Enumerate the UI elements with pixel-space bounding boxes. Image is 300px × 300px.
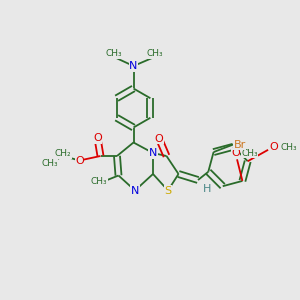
Text: CH₂: CH₂ (55, 149, 71, 158)
Text: O: O (154, 134, 164, 144)
Text: H: H (203, 184, 211, 194)
Text: O: O (93, 133, 102, 143)
Text: Br: Br (234, 140, 246, 150)
Text: N: N (129, 61, 138, 71)
Text: N: N (131, 185, 139, 196)
Text: N: N (149, 148, 157, 158)
Text: CH₃: CH₃ (146, 50, 163, 58)
Text: S: S (164, 185, 172, 196)
Text: O: O (75, 155, 84, 166)
Text: CH₃: CH₃ (91, 177, 107, 186)
Text: O: O (270, 142, 278, 152)
Text: CH₃: CH₃ (241, 149, 258, 158)
Text: CH₃: CH₃ (106, 50, 122, 58)
Text: CH₃: CH₃ (280, 143, 297, 152)
Text: CH₃: CH₃ (41, 159, 58, 168)
Text: O: O (231, 148, 240, 158)
